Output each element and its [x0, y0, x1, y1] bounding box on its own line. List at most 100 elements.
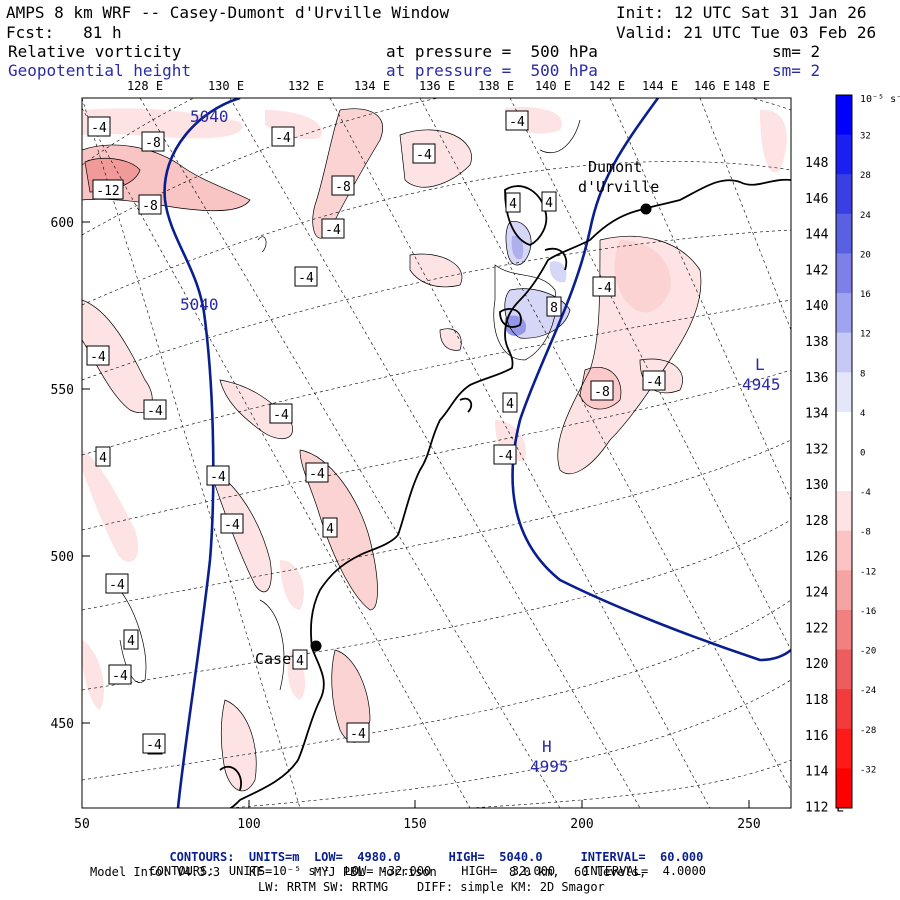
vorticity-label-text: -4 [275, 131, 291, 146]
longitude-label: 142 E [589, 79, 625, 93]
colorbar-swatch [836, 332, 852, 373]
y-tick-label: 550 [51, 383, 74, 398]
vorticity-label-box [92, 179, 124, 200]
vorticity-label: -4 [206, 465, 230, 486]
vorticity-label-box [95, 446, 111, 467]
longitude-label: 138 E [478, 79, 514, 93]
lat-lon-grid [82, 98, 791, 808]
footer-model-info: Model Info: V4.3.3 KF MYJ PBL Morrison 8… [90, 865, 647, 879]
x-tick-label: 100 [237, 817, 260, 832]
vorticity-label-box [590, 380, 614, 401]
right-side-labels: 148 E 146 E 144 E 142 E 140 E 138 E 136 E 134 E… [805, 156, 844, 815]
longitude-label: 136 E [419, 79, 455, 93]
colorbar-frame [835, 94, 853, 809]
right-axis-label: 138 E [805, 335, 844, 350]
vorticity-label-text: -4 [325, 223, 341, 238]
station-label-dumont: Dumont [588, 158, 642, 176]
footer-contours-height-c: INTERVAL= 60.000 [580, 850, 704, 864]
longitude-label: 140 E [535, 79, 571, 93]
colorbar-label: -28 [860, 726, 876, 736]
y-tick-label: 450 [51, 717, 74, 732]
x-tick-label: 200 [570, 817, 593, 832]
vorticity-label: -4 [505, 110, 529, 131]
vorticity-label-text: -4 [273, 408, 289, 423]
longitude-label: 134 E [354, 79, 390, 93]
high-center-value: 4995 [530, 757, 569, 776]
colorbar-label: -4 [860, 488, 871, 498]
vorticity-label-text: -8 [145, 136, 161, 151]
vorticity-label-text: -8 [142, 199, 158, 214]
vorticity-label: -4 [142, 733, 166, 754]
top-longitude-labels: 128 E 130 E 132 E 134 E 136 E 138 E 140 E 142 E… [127, 79, 770, 93]
geopotential-contours [163, 98, 791, 808]
vorticity-label: -4 [108, 664, 132, 685]
vorticity-label: -8 [590, 380, 614, 401]
field2-smoothing: sm= 2 [772, 61, 821, 80]
right-axis-label: 142 E [805, 263, 844, 278]
vorticity-label: -4 [271, 126, 295, 147]
vorticity-label: -4 [294, 266, 318, 287]
vorticity-label: 4 [123, 629, 139, 650]
vorticity-label-box [592, 276, 616, 297]
height-label-5040-top: 5040 [190, 107, 229, 126]
longitude-label: 146 E [694, 79, 730, 93]
vorticity-labels: -4 -8 -4 -4 -12 -8 -8 -4 -4 -4 4 4 -4 -4 8 -4 -8 -4 -4 4 -4 4… [86, 110, 666, 755]
vorticity-label-text: 8 [550, 301, 558, 316]
vorticity-label-text: -4 [596, 281, 612, 296]
colorbar-swatch [836, 491, 852, 532]
casey-marker [310, 640, 322, 652]
vorticity-label-text: -4 [109, 578, 125, 593]
vorticity-label-box [108, 664, 132, 685]
vorticity-label: -4 [642, 370, 666, 391]
vorticity-label-box [138, 194, 162, 215]
vorticity-label: -4 [346, 722, 370, 743]
colorbar-label: 4 [860, 409, 865, 419]
y-tick-label: 600 [51, 216, 74, 231]
vorticity-label-box [502, 392, 518, 413]
right-axis-label: 146 E [805, 192, 844, 207]
colorbar-swatch [836, 253, 852, 294]
colorbar-swatch [836, 372, 852, 413]
footer-contours-vort: CONTOURS: UNITS=10⁻⁵ s⁻¹ LOW= -32.000 HIG… [135, 850, 706, 878]
vorticity-label-text: 4 [127, 634, 135, 649]
right-axis-label: 128 E [805, 514, 844, 529]
colorbar-swatch [836, 134, 852, 175]
vorticity-label: -4 [412, 143, 436, 164]
y-tick-label: 500 [51, 550, 74, 565]
station-label-casey: Casey [255, 650, 300, 668]
colorbar-swatch [836, 728, 852, 769]
colorbar-label: -20 [860, 647, 876, 657]
colorbar-label: 20 [860, 250, 871, 260]
colorbar-label: 32 [860, 132, 871, 142]
vorticity-label-text: 4 [545, 196, 553, 211]
vorticity-label: -12 [92, 179, 124, 200]
vorticity-label-text: -12 [96, 184, 119, 199]
field1-name: Relative vorticity [8, 42, 182, 61]
vorticity-label: 4 [505, 192, 521, 213]
valid-time: Valid: 21 UTC Tue 03 Feb 26 [616, 23, 877, 42]
colorbar-swatch [836, 689, 852, 730]
colorbar-label: -24 [860, 686, 876, 696]
vorticity-label-text: -4 [224, 518, 240, 533]
x-tick-label: 150 [403, 817, 426, 832]
vorticity-label: -4 [220, 513, 244, 534]
vorticity-label: -8 [138, 194, 162, 215]
vorticity-label-box [505, 192, 521, 213]
height-label-5040-mid: 5040 [180, 295, 219, 314]
right-axis-label: 134 E [805, 407, 844, 422]
vorticity-label: -4 [321, 218, 345, 239]
title: AMPS 8 km WRF -- Casey-Dumont d'Urville … [6, 3, 450, 22]
field2-name: Geopotential height [8, 61, 192, 80]
vorticity-label-box [87, 116, 111, 137]
right-axis-label: 144 E [805, 228, 844, 243]
right-axis-label: 148 E [805, 156, 844, 171]
vorticity-colorbar: 32 28 24 20 16 12 8 4 0 -4 -8 -12 -16 -20 -24 -28 -32 [835, 94, 876, 809]
vorticity-label-text: -4 [309, 467, 325, 482]
longitude-label: 148 E [734, 79, 770, 93]
right-axis-label: 118 E [805, 693, 844, 708]
colorbar-label: 16 [860, 290, 871, 300]
vorticity-label: -4 [493, 444, 517, 465]
vorticity-label-box [642, 370, 666, 391]
vorticity-label-text: -4 [646, 375, 662, 390]
